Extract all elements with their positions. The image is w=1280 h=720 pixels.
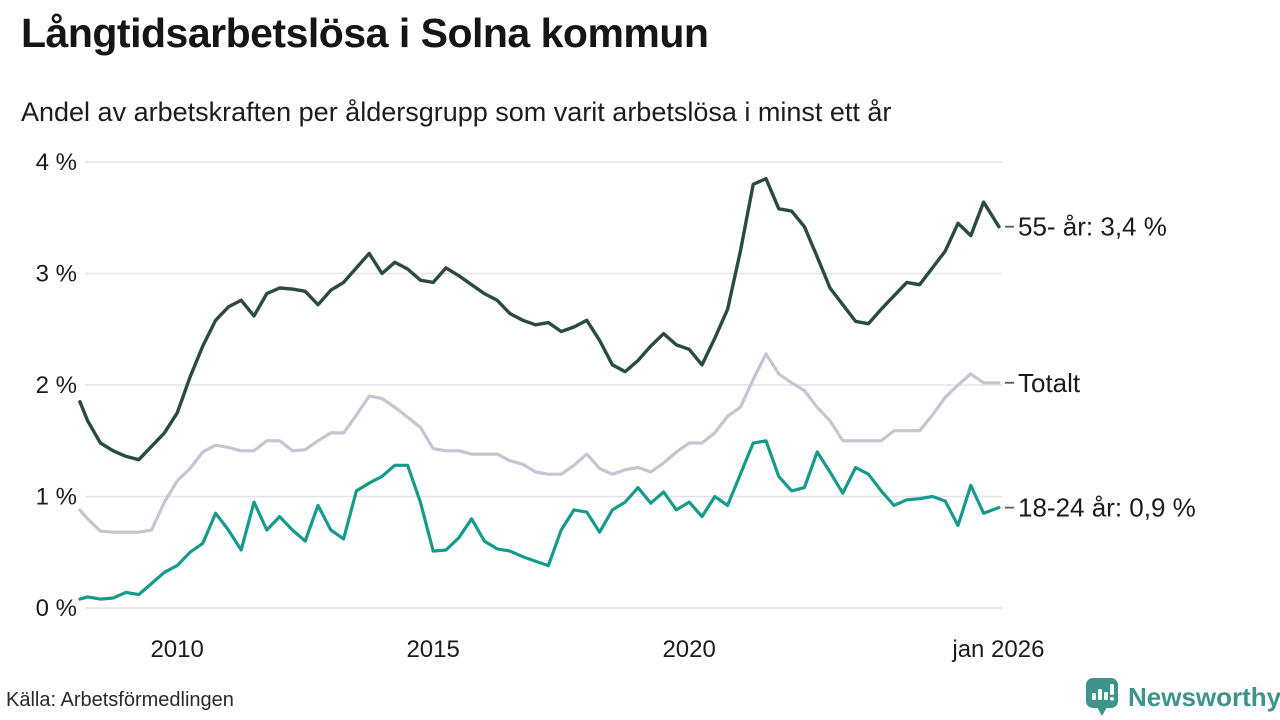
end-label-55-r: 55- år: 3,4 % — [1018, 212, 1167, 242]
y-tick-label: 3 % — [36, 261, 77, 288]
y-tick-label: 1 % — [36, 484, 77, 511]
brand-name: Newsworthy — [1128, 681, 1280, 712]
end-label-totalt: Totalt — [1018, 368, 1081, 398]
series-line-55-r — [78, 176, 1001, 462]
y-tick-label: 4 % — [36, 149, 77, 176]
newsworthy-logo: Newsworthy — [1084, 676, 1280, 718]
newsworthy-bubble-chart-icon — [1086, 678, 1118, 716]
chart-subtitle: Andel av arbetskraften per åldersgrupp s… — [21, 97, 892, 127]
x-tick-label-2010: 2010 — [150, 636, 203, 663]
x-tick-label-jan-2026: jan 2026 — [951, 636, 1044, 663]
end-label-18-24-r: 18-24 år: 0,9 % — [1018, 493, 1196, 523]
series-line-totalt — [78, 352, 1001, 534]
y-tick-label: 0 % — [36, 595, 77, 622]
series-line-18-24-r — [78, 439, 1001, 601]
source-note: Källa: Arbetsförmedlingen — [6, 689, 234, 711]
page-title: Långtidsarbetslösa i Solna kommun — [21, 10, 709, 56]
y-tick-label: 2 % — [36, 372, 77, 399]
x-tick-label-2020: 2020 — [662, 636, 715, 663]
x-tick-label-2015: 2015 — [406, 636, 459, 663]
